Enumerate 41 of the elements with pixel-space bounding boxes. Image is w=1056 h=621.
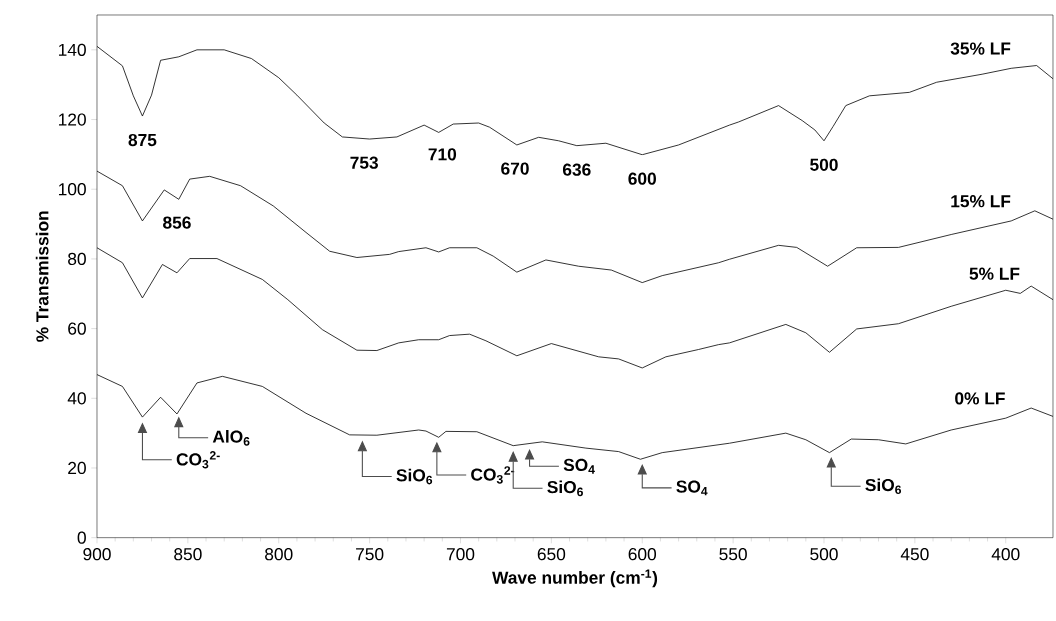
- y-tick-label: 20: [68, 461, 86, 475]
- annotation: 500: [810, 158, 838, 171]
- x-axis-title: Wave number (cm$^{-1}$): [492, 569, 658, 588]
- x-tick-label: 400: [991, 547, 1020, 561]
- x-tick-label: 500: [810, 547, 838, 561]
- y-tick-label: 60: [68, 322, 86, 335]
- y-tick-label: 140: [58, 43, 86, 56]
- annotation: 636: [562, 163, 591, 176]
- annotation: SiO$_{6}$: [396, 468, 433, 485]
- annotation: SiO$_{6}$: [547, 480, 583, 497]
- y-tick-label: 0: [77, 531, 86, 544]
- annotation: 600: [628, 172, 656, 185]
- x-tick-label: 450: [900, 547, 929, 561]
- series-label: 35% LF: [950, 42, 1011, 55]
- x-tick-label: 750: [356, 547, 384, 561]
- annotation: CO$_{3}$2-: [471, 466, 515, 484]
- x-tick-label: 650: [537, 547, 566, 561]
- series-label: 5% LF: [969, 267, 1020, 280]
- y-tick-label: 120: [58, 113, 86, 126]
- annotation: 670: [501, 162, 529, 175]
- y-axis-title: % Transmission: [35, 211, 49, 342]
- series-label: 15% LF: [951, 195, 1011, 208]
- annotation: 710: [428, 148, 457, 161]
- annotation: SiO$_{6}$: [865, 478, 902, 495]
- x-tick-label: 600: [628, 547, 657, 561]
- series-label: 0% LF: [955, 392, 1005, 405]
- x-tick-label: 850: [174, 547, 202, 561]
- y-tick-label: 80: [68, 252, 86, 265]
- x-tick-label: 900: [83, 547, 111, 561]
- annotation: 856: [163, 216, 191, 229]
- annotation: CO$_{3}$2-: [176, 451, 220, 469]
- x-tick-label: 800: [265, 547, 293, 561]
- annotation: AlO$_{6}$: [212, 429, 250, 446]
- x-tick-label: 700: [446, 547, 475, 561]
- annotation: SO$_{4}$: [676, 480, 708, 496]
- x-tick-label: 550: [719, 547, 747, 561]
- annotation: 753: [350, 156, 378, 169]
- annotation: 875: [128, 133, 157, 147]
- annotation: SO$_{4}$: [563, 458, 595, 474]
- y-tick-label: 100: [58, 183, 86, 196]
- y-tick-label: 40: [67, 392, 86, 405]
